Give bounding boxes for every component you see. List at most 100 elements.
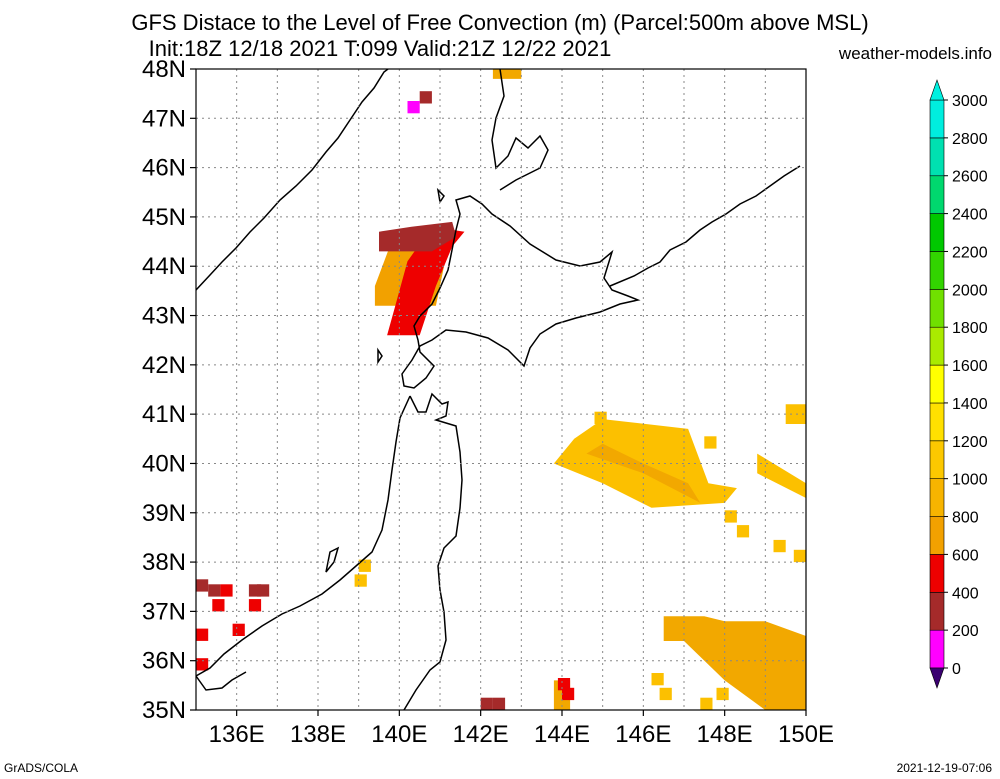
- colorbar-swatch: [929, 251, 945, 290]
- colorbar-under-arrow: [929, 667, 945, 689]
- colorbar-swatch: [929, 516, 945, 555]
- data-cell: [220, 584, 233, 597]
- sea-of-japan-north-red: [387, 226, 465, 336]
- data-cell: [212, 599, 225, 612]
- colorbar-label: 0: [952, 661, 961, 678]
- colorbar-swatch: [929, 440, 945, 479]
- data-cell: [659, 687, 672, 701]
- colorbar-label: 400: [952, 585, 979, 602]
- colorbar-label: 1800: [952, 320, 988, 337]
- colorbar-swatch: [929, 288, 945, 328]
- colorbar-label: 1000: [952, 472, 988, 489]
- hokkaido-top-patch: [492, 69, 522, 79]
- colorbar-swatch: [929, 478, 945, 517]
- data-cell: [358, 559, 371, 572]
- data-cell: [257, 584, 270, 597]
- lon-tick-label: 148E: [697, 721, 753, 748]
- lon-tick-label: 138E: [290, 721, 346, 748]
- lon-tick-label: 144E: [534, 721, 590, 748]
- colorbar-label: 2200: [952, 244, 988, 261]
- lat-tick-label: 36N: [142, 648, 186, 675]
- pacific-east-strip: [757, 453, 806, 498]
- sea-of-japan-north-brown: [379, 221, 457, 252]
- data-cell: [773, 539, 786, 553]
- colorbar-swatch: [929, 629, 945, 669]
- data-cell: [196, 628, 209, 641]
- colorbar-swatch: [929, 402, 945, 442]
- lon-tick-label: 146E: [615, 721, 671, 748]
- coastline-okushiri: [377, 347, 383, 365]
- lat-tick-label: 42N: [142, 352, 186, 379]
- data-cell: [480, 697, 493, 710]
- map-title: GFS Distace to the Level of Free Convect…: [131, 10, 869, 35]
- colorbar-label: 800: [952, 510, 979, 527]
- data-cell: [354, 574, 367, 587]
- lat-tick-label: 46N: [142, 155, 186, 182]
- credit-text: weather-models.info: [838, 44, 992, 63]
- lon-tick-label: 140E: [371, 721, 427, 748]
- colorbar-swatch: [929, 554, 945, 593]
- lat-tick-label: 48N: [142, 56, 186, 83]
- colorbar-label: 1600: [952, 358, 988, 375]
- lon-tick-label: 136E: [209, 721, 265, 748]
- data-cell: [736, 525, 750, 538]
- longitude-labels: 136E 138E 140E 142E 144E 146E 148E 150E: [209, 710, 834, 748]
- lon-tick-label: 142E: [453, 721, 509, 748]
- colorbar-swatch: [929, 137, 945, 177]
- colorbar-label: 200: [952, 623, 979, 640]
- coastline-russia: [196, 69, 389, 291]
- coastline-noto: [196, 671, 247, 691]
- lon-tick-label: 150E: [778, 721, 834, 748]
- data-cell: [716, 687, 729, 701]
- colorbar-swatch: [929, 99, 945, 139]
- lat-tick-label: 39N: [142, 500, 186, 527]
- colorbar-label: 3000: [952, 93, 988, 110]
- lat-tick-label: 35N: [142, 697, 186, 724]
- lat-tick-label: 37N: [142, 598, 186, 625]
- lat-tick-label: 40N: [142, 450, 186, 477]
- pacific-southeast-patch: [663, 616, 806, 710]
- data-cell: [651, 673, 664, 686]
- coastline-hokkaido: [401, 195, 641, 389]
- data-cell: [492, 697, 506, 710]
- pacific-east-patch: [553, 419, 737, 508]
- colorbar-swatch: [929, 591, 945, 631]
- colorbar-over-arrow: [929, 79, 945, 101]
- data-cell: [196, 579, 209, 592]
- pacific-far-east-red: [785, 404, 806, 424]
- map-subtitle: Init:18Z 12/18 2021 T:099 Valid:21Z 12/2…: [148, 36, 612, 61]
- lat-tick-label: 43N: [142, 303, 186, 330]
- lat-tick-label: 45N: [142, 204, 186, 231]
- colorbar-swatch: [929, 175, 945, 214]
- data-cell: [562, 687, 575, 701]
- coastline-kurils: [609, 165, 801, 287]
- colorbar-label: 2000: [952, 282, 988, 299]
- colorbar-swatch: [929, 326, 945, 366]
- colorbar-label: 2400: [952, 207, 988, 224]
- data-cell: [700, 697, 713, 710]
- colorbar-label: 1200: [952, 434, 988, 451]
- footer-timestamp: 2021-12-19-07:06: [896, 761, 992, 775]
- data-cell: [248, 599, 262, 612]
- pacific-east-darker: [586, 443, 701, 503]
- lat-tick-label: 38N: [142, 549, 186, 576]
- data-cell: [594, 411, 607, 424]
- footer-software: GrADS/COLA: [4, 761, 79, 775]
- latitude-labels: 35N 36N 37N 38N 39N 40N 41N 42N 43N 44N 45N 46N 47N 4…: [142, 56, 196, 724]
- coastline-honshu: [196, 392, 463, 710]
- data-field-layer: [196, 69, 806, 710]
- colorbar-label: 600: [952, 547, 979, 564]
- lat-tick-label: 47N: [142, 105, 186, 132]
- data-cell: [419, 91, 432, 104]
- data-cell: [557, 678, 571, 691]
- colorbar-label: 2800: [952, 131, 988, 148]
- data-cell: [208, 584, 221, 597]
- coastline-layer: [196, 69, 801, 710]
- lat-tick-label: 44N: [142, 253, 186, 280]
- colorbar-swatch: [929, 213, 945, 252]
- data-cell: [407, 101, 420, 114]
- data-cell: [196, 658, 209, 671]
- colorbar: 0 200 400 600 800 1000 1200 1400 1600 1800 2000 220…: [929, 79, 988, 689]
- colorbar-label: 1400: [952, 396, 988, 413]
